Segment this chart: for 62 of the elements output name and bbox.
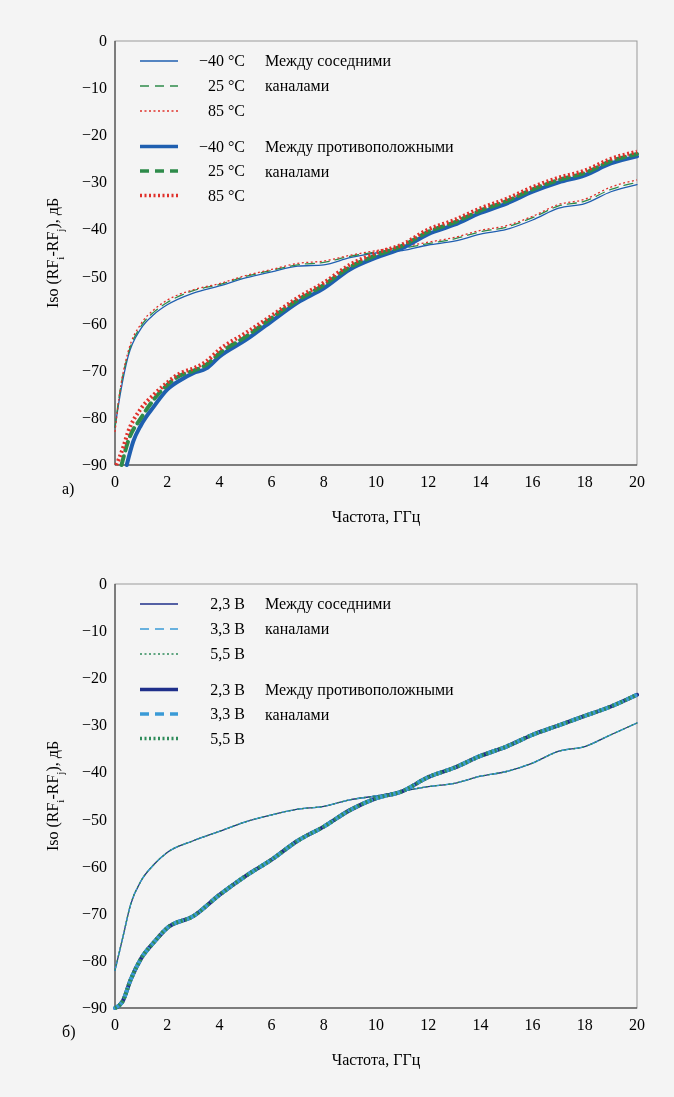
y-tick-label: −50 (81, 267, 107, 285)
annotation: Между соседними каналами (265, 595, 392, 637)
legend-label: −40 °C (198, 52, 245, 69)
x-axis-title: Частота, ГГц (331, 508, 421, 526)
x-tick-label: 20 (629, 1016, 645, 1033)
x-tick-label: 0 (111, 1016, 119, 1033)
y-tick-label: −50 (81, 810, 107, 828)
x-tick-label: 16 (524, 1016, 541, 1033)
x-tick-label: 4 (215, 473, 224, 490)
y-tick-label: −10 (81, 79, 107, 97)
x-tick-label: 12 (420, 473, 437, 490)
y-tick-label: −40 (81, 763, 107, 781)
y-tick-label: −70 (81, 904, 107, 922)
legend-label: 25 °C (207, 162, 245, 179)
legend-label: 2,3 В (210, 595, 245, 612)
annotation: Между противоположными каналами (265, 137, 455, 180)
legend-label: 5,5 В (210, 729, 245, 747)
text: б) (62, 1023, 76, 1041)
x-tick-label: 8 (319, 1016, 328, 1033)
y-tick-label: −60 (81, 857, 107, 875)
legend-label: 3,3 В (210, 705, 245, 722)
x-tick-label: 6 (267, 1016, 276, 1033)
y-tick-label: −10 (81, 622, 107, 640)
x-tick-label: 10 (368, 473, 384, 490)
text: а) (62, 480, 75, 498)
y-tick-label: −30 (81, 716, 107, 734)
legend-label: 85 °C (207, 186, 245, 204)
x-tick-label: 12 (420, 1016, 437, 1033)
y-tick-label: −30 (81, 173, 107, 191)
legend-label: 3,3 В (210, 620, 245, 637)
x-tick-label: 16 (524, 473, 541, 490)
x-tick-label: 14 (472, 473, 489, 490)
y-tick-label: −20 (81, 669, 107, 687)
annotation: Между соседними каналами (265, 52, 392, 94)
y-tick-label: −90 (81, 456, 107, 473)
x-tick-label: 14 (472, 1016, 489, 1033)
annotation: Между противоположными каналами (265, 680, 455, 723)
y-tick-label: −70 (81, 361, 107, 379)
x-tick-label: 18 (576, 1016, 593, 1033)
x-tick-label: 8 (319, 473, 328, 490)
x-axis-title: Частота, ГГц (331, 1051, 421, 1069)
x-tick-label: 0 (111, 473, 119, 490)
x-tick-label: 18 (576, 473, 593, 490)
x-tick-label: 10 (368, 1016, 384, 1033)
legend-label: 85 °C (207, 102, 245, 119)
y-tick-label: 0 (99, 575, 107, 592)
y-tick-label: 0 (99, 32, 107, 49)
y-tick-label: −20 (81, 126, 107, 144)
y-tick-label: −90 (81, 999, 107, 1016)
y-tick-label: −80 (81, 408, 107, 426)
legend-label: 5,5 В (210, 645, 245, 662)
y-tick-label: −60 (81, 314, 107, 332)
y-tick-label: −80 (81, 951, 107, 969)
y-tick-label: −40 (81, 220, 107, 238)
legend-label: 2,3 В (210, 680, 245, 698)
x-tick-label: 20 (629, 473, 645, 490)
legend-label: −40 °C (198, 137, 245, 155)
x-tick-label: 6 (267, 473, 276, 490)
x-tick-label: 2 (163, 473, 172, 490)
x-tick-label: 4 (215, 1016, 224, 1033)
legend-label: 25 °C (207, 77, 245, 94)
x-tick-label: 2 (163, 1016, 172, 1033)
